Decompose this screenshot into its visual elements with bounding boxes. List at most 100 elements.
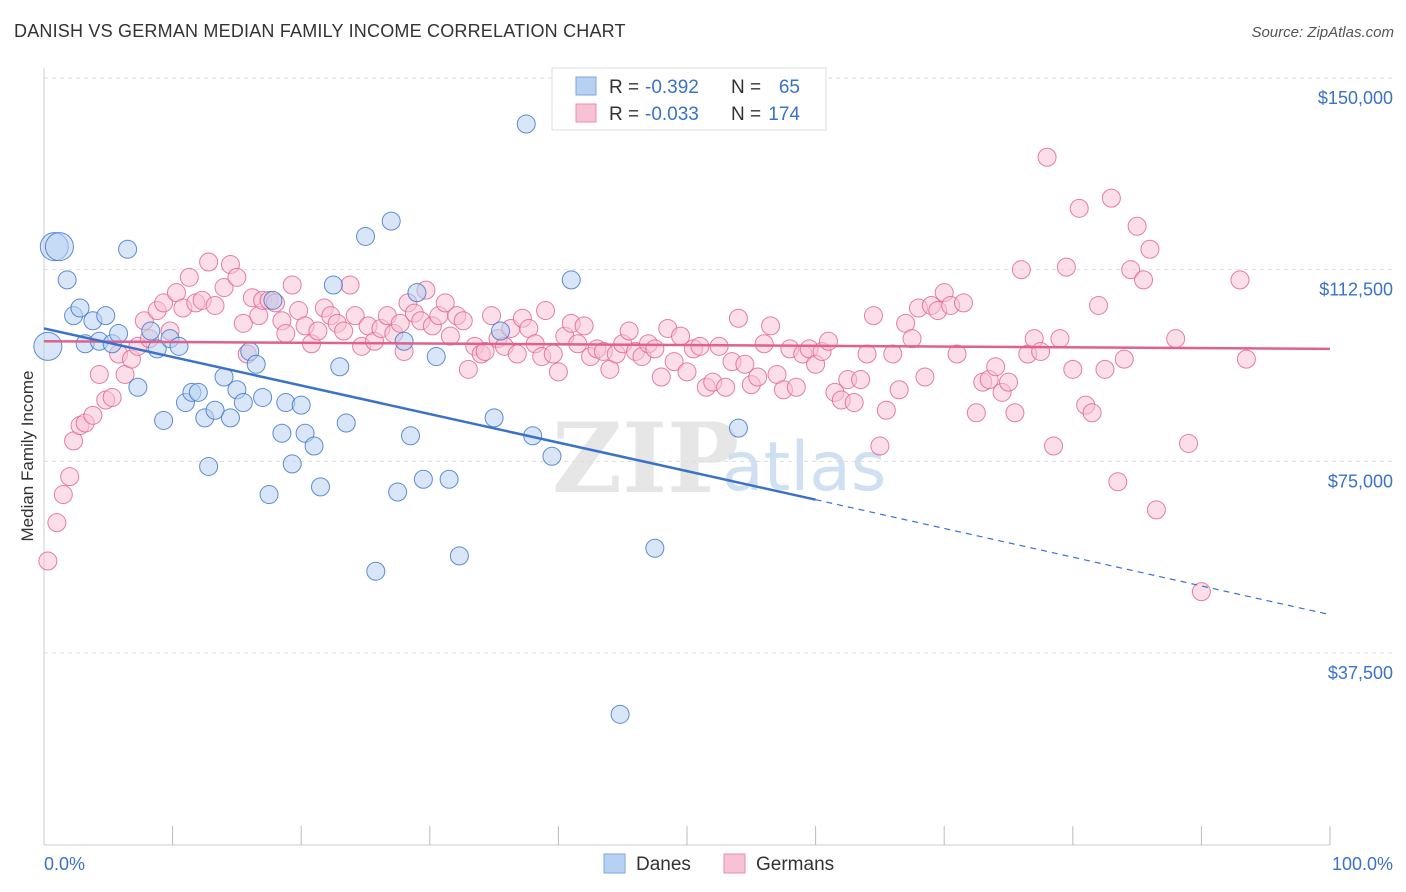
germans-point xyxy=(199,252,219,272)
chart-title: DANISH VS GERMAN MEDIAN FAMILY INCOME CO… xyxy=(14,21,626,41)
germans-point xyxy=(548,362,568,382)
grid-lines xyxy=(44,77,1393,654)
germans-point xyxy=(83,405,103,425)
bottom-legend: Danes Germans xyxy=(603,853,834,875)
danes-point xyxy=(233,393,253,413)
bottom-legend-germans: Germans xyxy=(756,854,834,875)
germans-point xyxy=(889,380,909,400)
germans-point xyxy=(786,377,806,397)
germans-point xyxy=(507,344,527,364)
germans-point xyxy=(1037,147,1057,167)
germans-point xyxy=(748,367,768,387)
danes-point xyxy=(282,454,302,474)
danes-point xyxy=(645,538,665,558)
danes-point xyxy=(310,477,330,497)
y-tick-label: $75,000 xyxy=(1328,471,1393,491)
y-tick-labels: $37,500 $75,000 $112,500 $150,000 xyxy=(1318,88,1393,683)
danes-trend-extension xyxy=(815,499,1331,616)
danes-point xyxy=(70,298,90,318)
germans-point xyxy=(728,308,748,328)
germans-point xyxy=(677,362,697,382)
germans-point xyxy=(1011,260,1031,280)
germans-point xyxy=(1179,433,1199,453)
germans-trend-line xyxy=(43,339,1331,351)
danes-point xyxy=(336,413,356,433)
germans-point xyxy=(876,400,896,420)
germans-point xyxy=(619,321,639,341)
germans-point xyxy=(863,306,883,326)
danes-point xyxy=(381,211,401,231)
legend-swatch-germans xyxy=(575,103,597,123)
germans-point xyxy=(1140,239,1160,259)
bottom-legend-swatch-danes xyxy=(603,853,626,874)
germans-point xyxy=(1095,359,1115,379)
germans-point xyxy=(440,326,460,346)
danes-point xyxy=(407,283,427,303)
danes-point xyxy=(561,270,581,290)
germans-point xyxy=(645,339,665,359)
legend-swatch-danes xyxy=(575,76,597,96)
germans-point xyxy=(1056,257,1076,277)
legend-germans-r-value: -0.033 xyxy=(645,104,699,125)
danes-point xyxy=(272,423,292,443)
danes-point xyxy=(728,418,748,438)
bottom-legend-swatch-germans xyxy=(723,853,746,874)
danes-point xyxy=(426,347,446,367)
danes-point xyxy=(141,321,161,341)
danes-point xyxy=(388,482,408,502)
germans-point xyxy=(1134,270,1154,290)
germans-point xyxy=(205,295,225,315)
germans-point xyxy=(664,352,684,372)
danes-point xyxy=(366,561,386,581)
germans-point xyxy=(1082,403,1102,423)
danes-point xyxy=(491,321,511,341)
danes-point xyxy=(291,395,311,415)
germans-point xyxy=(1031,341,1051,361)
y-tick-label: $112,500 xyxy=(1319,280,1393,300)
x-tick-label-min: 0.0% xyxy=(44,854,85,874)
y-tick-label: $37,500 xyxy=(1328,663,1393,683)
danes-point xyxy=(188,382,208,402)
watermark-zip: ZIP xyxy=(552,402,739,515)
danes-point xyxy=(330,357,350,377)
danes-point xyxy=(413,469,433,489)
danes-point xyxy=(96,306,116,326)
danes-point xyxy=(394,331,414,351)
germans-point xyxy=(1191,582,1211,602)
germans-point xyxy=(482,306,502,326)
germans-point xyxy=(953,293,973,313)
y-axis-label: Median Family Income xyxy=(18,370,37,541)
germans-point xyxy=(282,275,302,295)
legend-box xyxy=(551,67,827,131)
germans-point xyxy=(475,341,495,361)
germans-point xyxy=(1146,500,1166,520)
germans-point xyxy=(902,329,922,349)
germans-point xyxy=(716,377,736,397)
danes-point xyxy=(516,114,536,134)
danes-point xyxy=(401,426,421,446)
legend-danes-n-value: 65 xyxy=(779,77,800,98)
danes-point xyxy=(44,232,74,262)
germans-point xyxy=(1166,329,1186,349)
germans-point xyxy=(47,513,67,533)
germans-point xyxy=(754,334,774,354)
danes-point xyxy=(253,387,273,407)
germans-point xyxy=(1236,349,1256,369)
danes-point xyxy=(199,456,219,476)
germans-point xyxy=(947,344,967,364)
germans-point xyxy=(915,367,935,387)
germans-point xyxy=(227,267,247,287)
legend-danes-r-value: -0.392 xyxy=(645,77,699,98)
germans-point xyxy=(1044,436,1064,456)
germans-point xyxy=(1089,295,1109,315)
germans-point xyxy=(1063,359,1083,379)
germans-point xyxy=(340,275,360,295)
germans-point xyxy=(1121,260,1141,280)
germans-point xyxy=(276,324,296,344)
germans-point xyxy=(735,354,755,374)
legend-germans-n-value: 174 xyxy=(768,104,800,125)
germans-point xyxy=(966,403,986,423)
germans-point xyxy=(1108,472,1128,492)
germans-point xyxy=(154,293,174,313)
